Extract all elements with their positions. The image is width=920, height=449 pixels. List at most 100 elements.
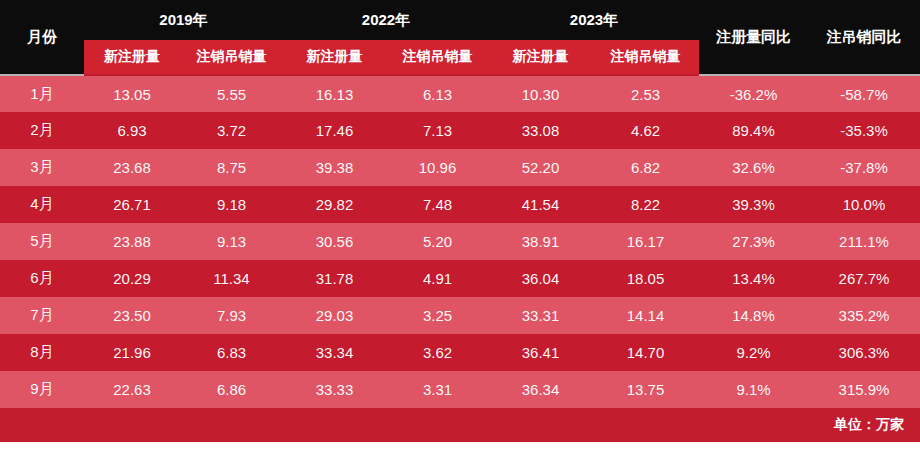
table-footer: 单位：万家 bbox=[0, 408, 920, 442]
month-column-header: 月份 bbox=[0, 0, 84, 75]
data-cell: 6.13 bbox=[386, 75, 489, 112]
data-cell: 33.31 bbox=[489, 297, 592, 334]
data-cell: 5.20 bbox=[386, 223, 489, 260]
data-cell: 7.93 bbox=[180, 297, 283, 334]
registration-stats-table: 月份 2019年 2022年 2023年 注册量同比 注吊销同比 新注册量 注销… bbox=[0, 0, 920, 442]
data-cell: 16.17 bbox=[592, 223, 699, 260]
row-month-cell: 4月 bbox=[0, 186, 84, 223]
data-cell: 33.33 bbox=[283, 371, 386, 408]
data-cell: 23.68 bbox=[84, 149, 180, 186]
data-cell: -37.8% bbox=[808, 149, 920, 186]
table-row: 2月 6.93 3.72 17.46 7.13 33.08 4.62 89.4%… bbox=[0, 112, 920, 149]
data-cell: 39.38 bbox=[283, 149, 386, 186]
unit-note: 单位：万家 bbox=[0, 408, 920, 442]
data-cell: 38.91 bbox=[489, 223, 592, 260]
data-cell: 14.8% bbox=[699, 297, 808, 334]
data-cell: 11.34 bbox=[180, 260, 283, 297]
data-cell: 18.05 bbox=[592, 260, 699, 297]
data-cell: 6.82 bbox=[592, 149, 699, 186]
data-cell: 10.0% bbox=[808, 186, 920, 223]
data-cell: 2.53 bbox=[592, 75, 699, 112]
data-cell: 335.2% bbox=[808, 297, 920, 334]
data-cell: 3.31 bbox=[386, 371, 489, 408]
table-row: 3月 23.68 8.75 39.38 10.96 52.20 6.82 32.… bbox=[0, 149, 920, 186]
data-cell: 33.08 bbox=[489, 112, 592, 149]
data-cell: 29.03 bbox=[283, 297, 386, 334]
subheader-2019-new: 新注册量 bbox=[84, 40, 180, 75]
data-cell: 14.14 bbox=[592, 297, 699, 334]
subheader-2022-new: 新注册量 bbox=[283, 40, 386, 75]
row-month-cell: 2月 bbox=[0, 112, 84, 149]
yoy-deregistration-header: 注吊销同比 bbox=[808, 0, 920, 75]
data-cell: 6.86 bbox=[180, 371, 283, 408]
data-cell: 29.82 bbox=[283, 186, 386, 223]
data-cell: 9.13 bbox=[180, 223, 283, 260]
yoy-registration-header: 注册量同比 bbox=[699, 0, 808, 75]
data-cell: 4.91 bbox=[386, 260, 489, 297]
data-cell: 30.56 bbox=[283, 223, 386, 260]
data-cell: 13.4% bbox=[699, 260, 808, 297]
table-row: 8月 21.96 6.83 33.34 3.62 36.41 14.70 9.2… bbox=[0, 334, 920, 371]
table-row: 7月 23.50 7.93 29.03 3.25 33.31 14.14 14.… bbox=[0, 297, 920, 334]
data-cell: 14.70 bbox=[592, 334, 699, 371]
data-cell: 36.04 bbox=[489, 260, 592, 297]
year-header-2023: 2023年 bbox=[489, 0, 699, 40]
data-cell: 9.2% bbox=[699, 334, 808, 371]
data-cell: 211.1% bbox=[808, 223, 920, 260]
table-row: 6月 20.29 11.34 31.78 4.91 36.04 18.05 13… bbox=[0, 260, 920, 297]
data-cell: 315.9% bbox=[808, 371, 920, 408]
row-month-cell: 1月 bbox=[0, 75, 84, 112]
year-header-2022: 2022年 bbox=[283, 0, 489, 40]
table-row: 9月 22.63 6.86 33.33 3.31 36.34 13.75 9.1… bbox=[0, 371, 920, 408]
row-month-cell: 7月 bbox=[0, 297, 84, 334]
data-cell: 306.3% bbox=[808, 334, 920, 371]
data-cell: 9.1% bbox=[699, 371, 808, 408]
data-cell: 26.71 bbox=[84, 186, 180, 223]
data-cell: 13.75 bbox=[592, 371, 699, 408]
data-cell: 89.4% bbox=[699, 112, 808, 149]
row-month-cell: 5月 bbox=[0, 223, 84, 260]
data-cell: 9.18 bbox=[180, 186, 283, 223]
row-month-cell: 3月 bbox=[0, 149, 84, 186]
data-cell: 3.25 bbox=[386, 297, 489, 334]
data-cell: 3.72 bbox=[180, 112, 283, 149]
data-cell: -35.3% bbox=[808, 112, 920, 149]
data-cell: 6.83 bbox=[180, 334, 283, 371]
data-cell: 17.46 bbox=[283, 112, 386, 149]
data-cell: 10.96 bbox=[386, 149, 489, 186]
data-cell: 6.93 bbox=[84, 112, 180, 149]
data-cell: 7.13 bbox=[386, 112, 489, 149]
data-cell: 10.30 bbox=[489, 75, 592, 112]
row-month-cell: 9月 bbox=[0, 371, 84, 408]
data-cell: 22.63 bbox=[84, 371, 180, 408]
row-month-cell: 8月 bbox=[0, 334, 84, 371]
data-cell: 27.3% bbox=[699, 223, 808, 260]
data-cell: 8.22 bbox=[592, 186, 699, 223]
data-cell: 21.96 bbox=[84, 334, 180, 371]
data-cell: 13.05 bbox=[84, 75, 180, 112]
subheader-2019-cancelled: 注销吊销量 bbox=[180, 40, 283, 75]
data-cell: -36.2% bbox=[699, 75, 808, 112]
year-header-2019: 2019年 bbox=[84, 0, 283, 40]
table-row: 1月 13.05 5.55 16.13 6.13 10.30 2.53 -36.… bbox=[0, 75, 920, 112]
data-cell: 8.75 bbox=[180, 149, 283, 186]
data-cell: 23.88 bbox=[84, 223, 180, 260]
table-body: 1月 13.05 5.55 16.13 6.13 10.30 2.53 -36.… bbox=[0, 75, 920, 408]
table-header: 月份 2019年 2022年 2023年 注册量同比 注吊销同比 新注册量 注销… bbox=[0, 0, 920, 75]
table-row: 4月 26.71 9.18 29.82 7.48 41.54 8.22 39.3… bbox=[0, 186, 920, 223]
data-cell: 41.54 bbox=[489, 186, 592, 223]
subheader-2023-new: 新注册量 bbox=[489, 40, 592, 75]
data-cell: 20.29 bbox=[84, 260, 180, 297]
data-cell: 52.20 bbox=[489, 149, 592, 186]
row-month-cell: 6月 bbox=[0, 260, 84, 297]
data-cell: 267.7% bbox=[808, 260, 920, 297]
data-cell: 23.50 bbox=[84, 297, 180, 334]
data-cell: 33.34 bbox=[283, 334, 386, 371]
data-cell: 16.13 bbox=[283, 75, 386, 112]
data-cell: 31.78 bbox=[283, 260, 386, 297]
data-cell: 36.34 bbox=[489, 371, 592, 408]
data-cell: 7.48 bbox=[386, 186, 489, 223]
data-cell: 36.41 bbox=[489, 334, 592, 371]
data-cell: -58.7% bbox=[808, 75, 920, 112]
data-cell: 39.3% bbox=[699, 186, 808, 223]
